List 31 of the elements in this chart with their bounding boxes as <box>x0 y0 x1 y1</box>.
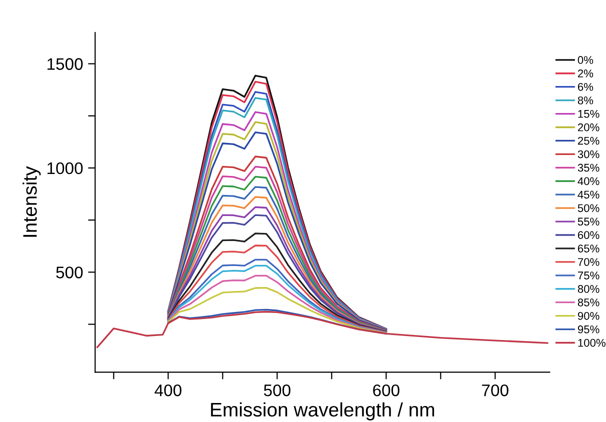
legend-label: 6% <box>578 82 594 91</box>
legend-label: 100% <box>578 338 606 347</box>
legend-label: 35% <box>578 164 600 172</box>
legend-label: 90% <box>578 312 600 320</box>
legend-label: 20% <box>578 123 600 132</box>
legend-label: 75% <box>578 272 600 280</box>
x-tick-label: 400 <box>154 384 182 396</box>
legend-label: 40% <box>578 177 600 186</box>
legend-label: 30% <box>578 150 600 158</box>
y-tick-label: 1500 <box>48 58 83 70</box>
x-axis-title: Emission wavelength / nm <box>211 402 434 420</box>
legend-label: 95% <box>578 325 600 334</box>
legend-label: 0% <box>578 56 594 64</box>
x-tick-label: 700 <box>482 384 508 396</box>
legend-label: 55% <box>578 218 600 226</box>
legend-label: 45% <box>578 190 600 199</box>
legend-label: 60% <box>578 231 600 240</box>
legend-label: 8% <box>578 96 594 104</box>
legend-label: 25% <box>578 136 600 145</box>
y-tick-label: 500 <box>56 266 83 278</box>
legend-label: 50% <box>578 204 600 212</box>
legend-label: 85% <box>578 298 600 306</box>
x-tick-label: 600 <box>373 384 400 396</box>
legend-label: 70% <box>578 258 600 266</box>
legend-label: 2% <box>578 70 594 78</box>
x-tick-label: 500 <box>264 384 290 396</box>
legend-label: 65% <box>578 244 600 252</box>
legend-label: 15% <box>578 110 600 118</box>
legend-label: 80% <box>578 285 600 293</box>
y-tick-label: 1000 <box>48 162 83 174</box>
y-axis-title: Intensity <box>22 166 41 237</box>
